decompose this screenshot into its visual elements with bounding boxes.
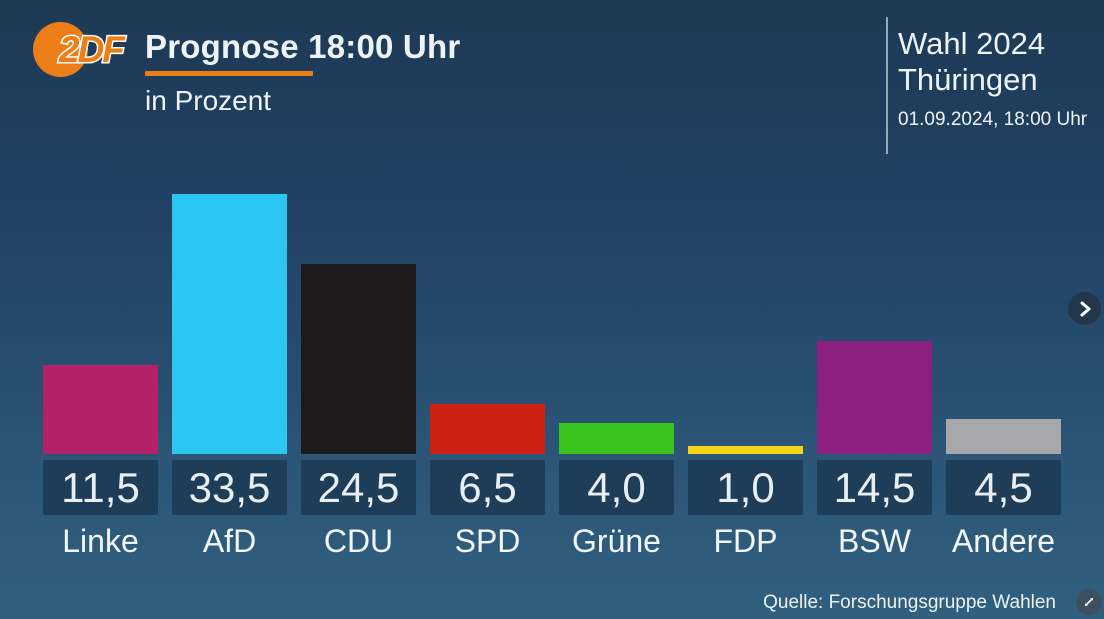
expand-icon [1085, 598, 1093, 606]
bar-column: 11,5 Linke [43, 365, 158, 560]
party-label: Grüne [572, 523, 661, 559]
bar-column: 33,5 AfD [172, 194, 287, 560]
expand-button[interactable] [1076, 589, 1102, 615]
party-bar [172, 194, 287, 454]
page-title: Prognose 18:00 Uhr [145, 28, 461, 65]
party-label: AfD [202, 523, 257, 559]
value-box: 4,0 [559, 460, 674, 515]
value-box: 4,5 [946, 460, 1061, 515]
party-bar [559, 423, 674, 454]
value-box: 24,5 [301, 460, 416, 515]
value-label: 24,5 [317, 463, 400, 511]
party-bar [688, 446, 803, 454]
zdf-logo-text: 2DF [58, 28, 127, 72]
value-label: 14,5 [833, 463, 916, 511]
party-label: BSW [838, 523, 911, 559]
chevron-right-icon [1080, 301, 1090, 316]
party-label: CDU [323, 523, 394, 559]
election-title-line2: Thüringen [898, 62, 1038, 97]
page-subtitle: in Prozent [145, 85, 272, 116]
value-box: 11,5 [43, 460, 158, 515]
party-bar [817, 341, 932, 454]
value-box: 14,5 [817, 460, 932, 515]
party-bar [301, 264, 416, 454]
bar-column: 4,5 Andere [946, 419, 1061, 560]
party-label: Andere [951, 523, 1056, 559]
title-underline [145, 71, 313, 76]
election-title-line1: Wahl 2024 [898, 26, 1046, 61]
bar-column: 24,5 CDU [301, 264, 416, 560]
value-label: 33,5 [188, 463, 271, 511]
bar-column: 1,0 FDP [688, 446, 803, 560]
value-label: 4,5 [974, 463, 1033, 511]
value-label: 1,0 [716, 463, 775, 511]
zdf-logo-ball-icon [33, 22, 88, 77]
party-label: SPD [454, 523, 521, 559]
bar-column: 14,5 BSW [817, 341, 932, 560]
value-label: 11,5 [61, 463, 140, 511]
party-label: FDP [713, 523, 778, 559]
party-bar [430, 404, 545, 454]
bar-column: 4,0 Grüne [559, 423, 674, 560]
party-bar [43, 365, 158, 454]
party-bar [946, 419, 1061, 454]
party-label: Linke [62, 523, 139, 559]
value-label: 6,5 [458, 463, 517, 511]
source-credit: Quelle: Forschungsgruppe Wahlen [763, 592, 1056, 613]
value-box: 33,5 [172, 460, 287, 515]
value-label: 4,0 [587, 463, 646, 511]
next-button[interactable] [1068, 292, 1101, 325]
bar-column: 6,5 SPD [430, 404, 545, 560]
zdf-logo: 2DF [33, 20, 143, 80]
header-divider [886, 17, 888, 154]
value-box: 6,5 [430, 460, 545, 515]
bar-chart: 11,5 Linke 33,5 AfD 24,5 CDU 6,5 SPD [43, 194, 1061, 560]
election-datetime: 01.09.2024, 18:00 Uhr [898, 109, 1088, 130]
value-box: 1,0 [688, 460, 803, 515]
